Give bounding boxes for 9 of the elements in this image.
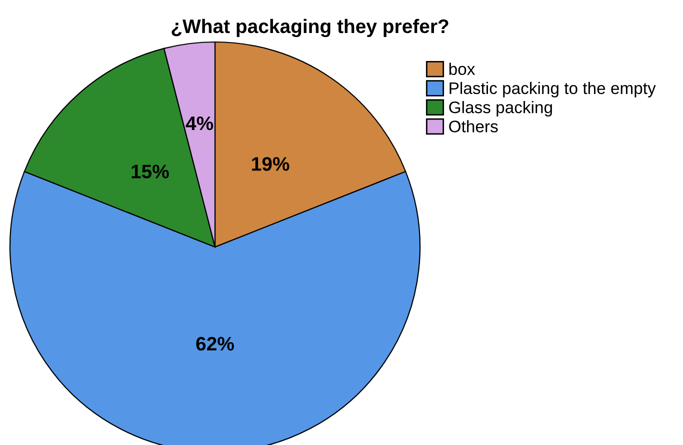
data-label: 62% [196,336,234,351]
legend-label: box [449,62,476,75]
chart-title: ¿What packaging they prefer? [172,18,448,38]
data-label: 19% [252,157,290,171]
legend-label: Glass packing [449,101,552,117]
legend-label: Others [449,120,498,132]
data-label: 15% [132,164,169,178]
legend-label: Plastic packing to the empty [450,82,656,98]
data-label: 4% [186,116,214,130]
